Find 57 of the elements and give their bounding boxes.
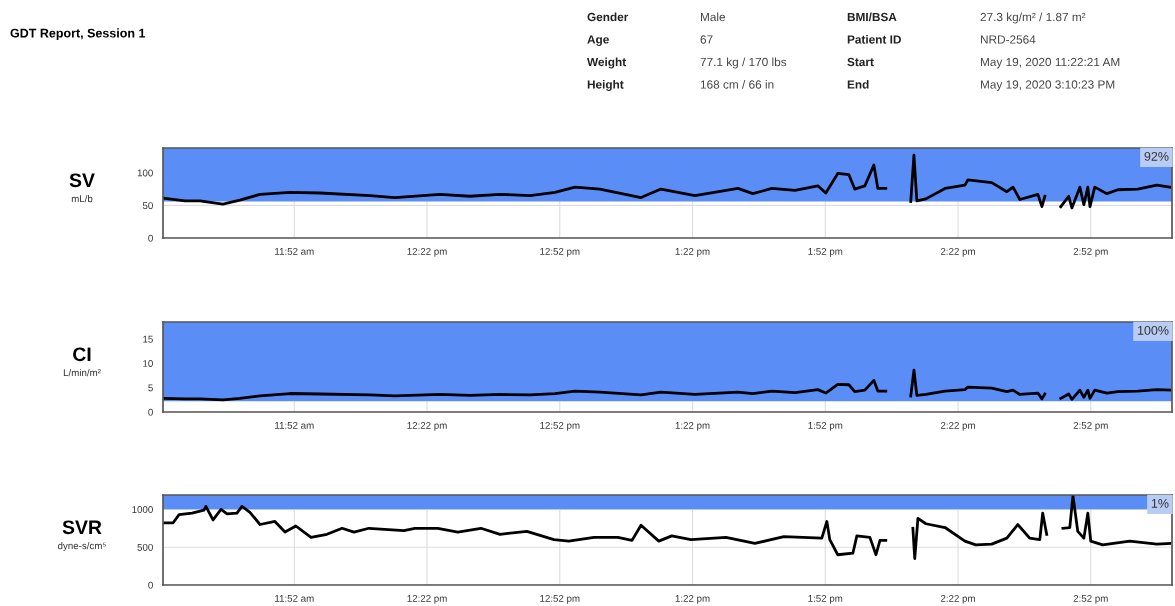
text: May 19, 2020 11:22:21 AM xyxy=(980,57,1120,69)
y-tick-label: 0 xyxy=(148,408,153,416)
x-tick-label: 2:22 pm xyxy=(940,594,975,604)
y-tick-label: 50 xyxy=(142,202,153,210)
x-tick-label: 2:22 pm xyxy=(940,421,975,431)
text: Male xyxy=(700,12,726,22)
y-axis-title: SV xyxy=(69,173,95,188)
x-tick-label: 1:52 pm xyxy=(808,594,843,604)
text: 67 xyxy=(700,35,713,44)
x-tick-label: 11:52 am xyxy=(275,594,314,602)
y-tick-label: 5 xyxy=(148,384,153,392)
y-tick-label: 10 xyxy=(143,360,153,367)
text: BMI/BSA xyxy=(847,12,897,22)
x-tick-label: 2:52 pm xyxy=(1073,421,1108,431)
text: NRD-2564 xyxy=(980,35,1036,44)
text: L/min/m² xyxy=(63,369,101,377)
text: 77.1 kg / 170 lbs xyxy=(700,57,787,69)
text: GDT Report, Session 1 xyxy=(10,28,146,40)
text: Gender xyxy=(587,12,629,22)
x-tick-label: 1:22 pm xyxy=(675,247,710,257)
y-tick-label: 15 xyxy=(143,335,153,343)
text: Start xyxy=(847,57,874,67)
text: 168 cm / 66 in xyxy=(700,80,774,89)
y-tick-label: 1000 xyxy=(132,506,153,513)
text: Age xyxy=(587,35,609,46)
y-tick-label: 0 xyxy=(148,234,153,242)
text: 27.3 kg/m² / 1.87 m² xyxy=(980,12,1086,24)
x-tick-label: 2:52 pm xyxy=(1073,247,1108,257)
x-tick-label: 12:22 pm xyxy=(407,594,447,604)
y-axis-title: SVR xyxy=(62,520,102,535)
text: May 19, 2020 3:10:23 PM xyxy=(980,80,1115,91)
x-tick-label: 12:22 pm xyxy=(407,421,447,431)
x-tick-label: 2:22 pm xyxy=(940,247,975,257)
x-tick-label: 12:22 pm xyxy=(407,247,447,257)
text: Height xyxy=(587,79,624,92)
band-label: 92% xyxy=(1144,151,1169,161)
y-axis-title: CI xyxy=(73,347,91,362)
x-tick-label: 11:52 am xyxy=(275,421,314,429)
x-tick-label: 12:52 pm xyxy=(540,594,580,604)
text: Weight xyxy=(587,57,626,69)
text: Patient ID xyxy=(847,35,901,44)
x-tick-label: 11:52 am xyxy=(275,247,314,255)
y-tick-label: 0 xyxy=(148,581,153,589)
y-tick-label: 100 xyxy=(137,169,153,177)
band-label: 100% xyxy=(1137,325,1169,335)
x-tick-label: 1:22 pm xyxy=(675,421,710,431)
x-tick-label: 1:52 pm xyxy=(808,247,843,257)
x-tick-label: 1:52 pm xyxy=(808,421,843,431)
text: dyne-s/cm⁵ xyxy=(57,542,106,552)
x-tick-label: 1:22 pm xyxy=(675,594,710,604)
x-tick-label: 12:52 pm xyxy=(540,421,580,431)
y-tick-label: 500 xyxy=(137,543,153,551)
text: End xyxy=(847,80,869,89)
band-label: 1% xyxy=(1151,498,1169,508)
x-tick-label: 2:52 pm xyxy=(1073,594,1108,604)
x-tick-label: 12:52 pm xyxy=(540,247,580,257)
text: mL/b xyxy=(71,195,93,203)
